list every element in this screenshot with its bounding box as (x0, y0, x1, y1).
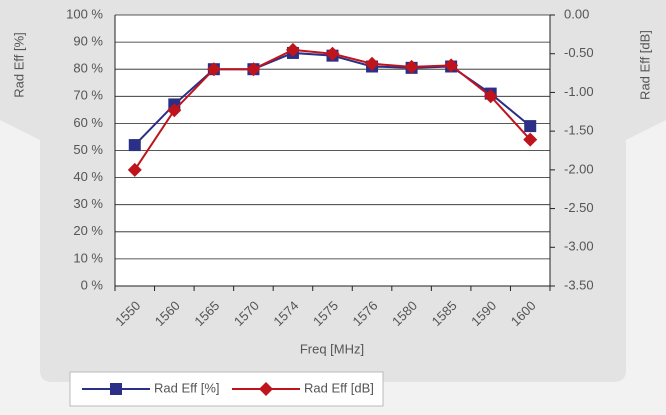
y2-tick-label: -1.00 (564, 84, 594, 99)
y-tick-label: 50 % (73, 142, 103, 157)
y2-tick-label: -1.50 (564, 123, 594, 138)
point (325, 46, 340, 61)
point (127, 162, 142, 177)
y2-tick-label: -2.00 (564, 161, 594, 176)
y2-tick-label: -0.50 (564, 45, 594, 60)
legend-marker (259, 382, 273, 396)
point (404, 59, 419, 74)
y-tick-label: 10 % (73, 250, 103, 265)
legend-marker (110, 383, 122, 395)
point (523, 132, 538, 147)
y-tick-label: 100 % (66, 6, 103, 21)
point (524, 120, 537, 133)
point (167, 103, 182, 118)
point (246, 62, 261, 77)
point (285, 42, 300, 57)
y2-axis-label: Rad Eff [dB] (637, 30, 652, 100)
y2-tick-label: -3.00 (564, 239, 594, 254)
point (128, 139, 141, 152)
y-tick-label: 90 % (73, 34, 103, 49)
point (365, 56, 380, 71)
y-tick-label: 20 % (73, 223, 103, 238)
y-tick-label: 70 % (73, 88, 103, 103)
y-tick-label: 80 % (73, 61, 103, 76)
point (206, 62, 221, 77)
legend-label: Rad Eff [dB] (304, 380, 374, 395)
point (444, 58, 459, 73)
y-tick-label: 40 % (73, 169, 103, 184)
y2-tick-label: -3.50 (564, 277, 594, 292)
y-tick-label: 0 % (81, 277, 104, 292)
y2-tick-label: -2.50 (564, 200, 594, 215)
y-axis-label: Rad Eff [%] (11, 32, 26, 98)
x-axis-label: Freq [MHz] (300, 341, 364, 356)
y-tick-label: 60 % (73, 115, 103, 130)
y-tick-label: 30 % (73, 196, 103, 211)
legend-label: Rad Eff [%] (154, 380, 220, 395)
y2-tick-label: 0.00 (564, 6, 589, 21)
point (483, 89, 498, 104)
